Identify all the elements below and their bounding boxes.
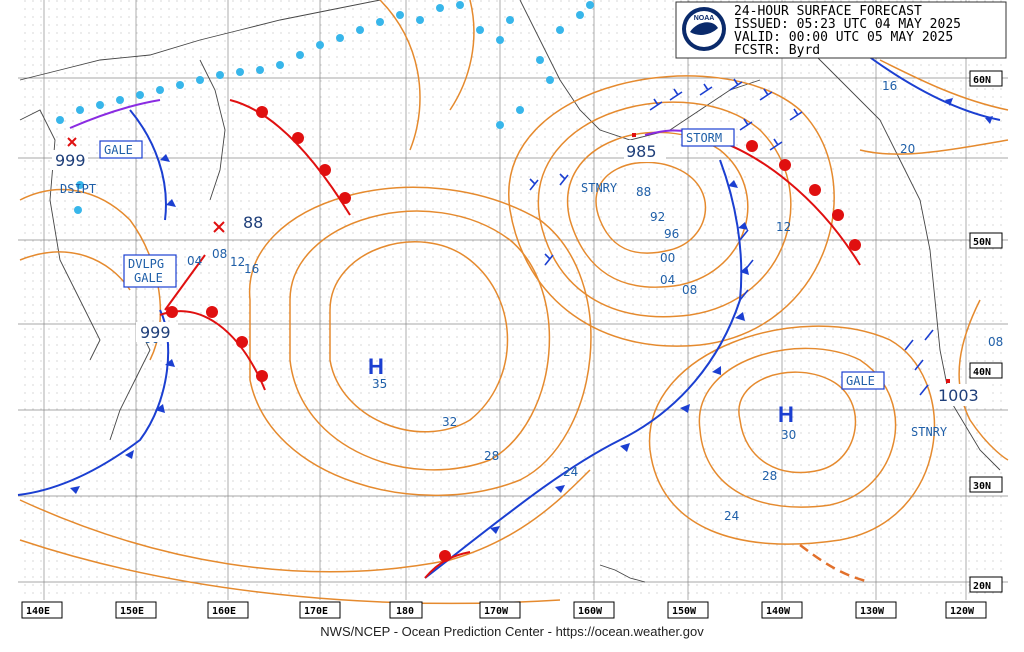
lon-label: 170E xyxy=(304,606,328,617)
isobar-label: 28 xyxy=(484,449,499,463)
high-center-2: H 30 xyxy=(778,402,796,442)
isobar-label: 16 xyxy=(882,79,897,93)
lat-label: 40N xyxy=(973,367,991,378)
warning-dvlpg-gale: DVLPG GALE xyxy=(123,254,177,288)
header-line: 24-HOUR SURFACE FORECAST xyxy=(734,4,922,19)
warning-label: DSIPT xyxy=(60,182,96,196)
warning-label: GALE xyxy=(134,271,163,285)
isobar-label: 92 xyxy=(650,210,665,224)
low-value-999-sw: 999 xyxy=(136,322,178,342)
noaa-logo-text: NOAA xyxy=(694,15,715,22)
map-background xyxy=(18,0,1008,600)
coastlines xyxy=(19,0,1001,583)
warning-stnry-east: STNRY xyxy=(911,425,948,439)
high-pressure-value: 30 xyxy=(781,428,796,442)
isobar-label: 08 xyxy=(988,335,1003,349)
lon-label: 160W xyxy=(578,606,603,617)
warning-label: DVLPG xyxy=(128,257,164,271)
lon-label: 120W xyxy=(950,606,975,617)
isobar-labels: 88 92 96 00 04 08 12 16 20 24 28 32 28 2… xyxy=(144,79,1003,523)
lon-label: 150W xyxy=(672,606,697,617)
noaa-logo: NOAA xyxy=(682,7,726,51)
lon-label: 170W xyxy=(484,606,509,617)
lat-label: 60N xyxy=(973,75,991,86)
forecast-header: NOAA 24-HOUR SURFACE FORECAST ISSUED: 05… xyxy=(675,1,1007,59)
lon-label: 150E xyxy=(120,606,144,617)
warning-label: STNRY xyxy=(581,181,618,195)
lat-label: 30N xyxy=(973,481,991,492)
lat-label: 20N xyxy=(973,581,991,592)
isobar-label: 96 xyxy=(664,227,679,241)
warning-gale-east: GALE xyxy=(841,371,885,390)
lon-label: 130W xyxy=(860,606,885,617)
low-value: 999 xyxy=(55,151,86,170)
isobar-label: 00 xyxy=(660,251,675,265)
isobar-label: 24 xyxy=(563,465,578,479)
warning-label: STORM xyxy=(686,131,722,145)
latitude-labels: 60N 50N 40N 30N 20N xyxy=(969,70,1003,593)
warning-label: GALE xyxy=(846,374,875,388)
isobar-label: 16 xyxy=(244,262,259,276)
isobar-label: 08 xyxy=(212,247,227,261)
isobar-label: 08 xyxy=(682,283,697,297)
low-center-dots xyxy=(632,133,950,383)
lon-label: 160E xyxy=(212,606,236,617)
low-value-999-nw: 999 xyxy=(52,150,88,170)
low-value-88: 88 xyxy=(240,212,270,232)
header-line: ISSUED: 05:23 UTC 04 MAY 2025 xyxy=(734,17,961,32)
cold-fronts xyxy=(17,49,1001,579)
isobar-label: 04 xyxy=(660,273,675,287)
isobar-label: 32 xyxy=(442,415,457,429)
graticule xyxy=(18,0,1008,600)
low-value: 999 xyxy=(140,323,171,342)
low-value: 985 xyxy=(626,142,657,161)
isobar-label: 12 xyxy=(230,255,245,269)
warning-stnry-center: STNRY xyxy=(581,181,618,195)
warning-gale-nw: GALE xyxy=(99,140,143,159)
lat-label: 50N xyxy=(973,237,991,248)
isobar-label: 24 xyxy=(724,509,739,523)
header-line: VALID: 00:00 UTC 05 MAY 2025 xyxy=(734,30,953,45)
lon-label: 180 xyxy=(396,606,414,617)
warning-dsipt: DSIPT xyxy=(60,182,96,196)
low-value-1003: 1003 xyxy=(936,384,986,406)
low-value-985: 985 xyxy=(624,140,666,162)
warning-label: STNRY xyxy=(911,425,948,439)
high-pressure-symbol: H xyxy=(368,354,384,379)
cold-front-barbs xyxy=(70,98,993,534)
warning-storm: STORM xyxy=(681,128,735,147)
lon-label: 140W xyxy=(766,606,791,617)
ice-edge xyxy=(56,1,594,214)
wind-barbs xyxy=(529,78,934,396)
isobar-label: 04 xyxy=(187,254,202,268)
warning-label: GALE xyxy=(104,143,133,157)
high-center-1: H 35 xyxy=(368,354,387,391)
high-pressure-value: 35 xyxy=(372,377,387,391)
trough-line xyxy=(799,543,871,584)
high-pressure-symbol: H xyxy=(778,402,794,427)
lon-label: 140E xyxy=(26,606,50,617)
warm-front-bumps xyxy=(166,106,861,562)
isobar-label: 20 xyxy=(900,142,915,156)
longitude-labels: 140E 150E 160E 170E 180 170W 160W 150W 1… xyxy=(21,601,987,619)
header-line: FCSTR: Byrd xyxy=(734,43,820,58)
low-value: 88 xyxy=(243,213,263,232)
low-value: 1003 xyxy=(938,386,979,405)
isobar-label: 28 xyxy=(762,469,777,483)
isobar-label: 88 xyxy=(636,185,651,199)
low-center-markers xyxy=(67,137,225,233)
footer-credit: NWS/NCEP - Ocean Prediction Center - htt… xyxy=(320,624,704,639)
isobar-label: 12 xyxy=(776,220,791,234)
